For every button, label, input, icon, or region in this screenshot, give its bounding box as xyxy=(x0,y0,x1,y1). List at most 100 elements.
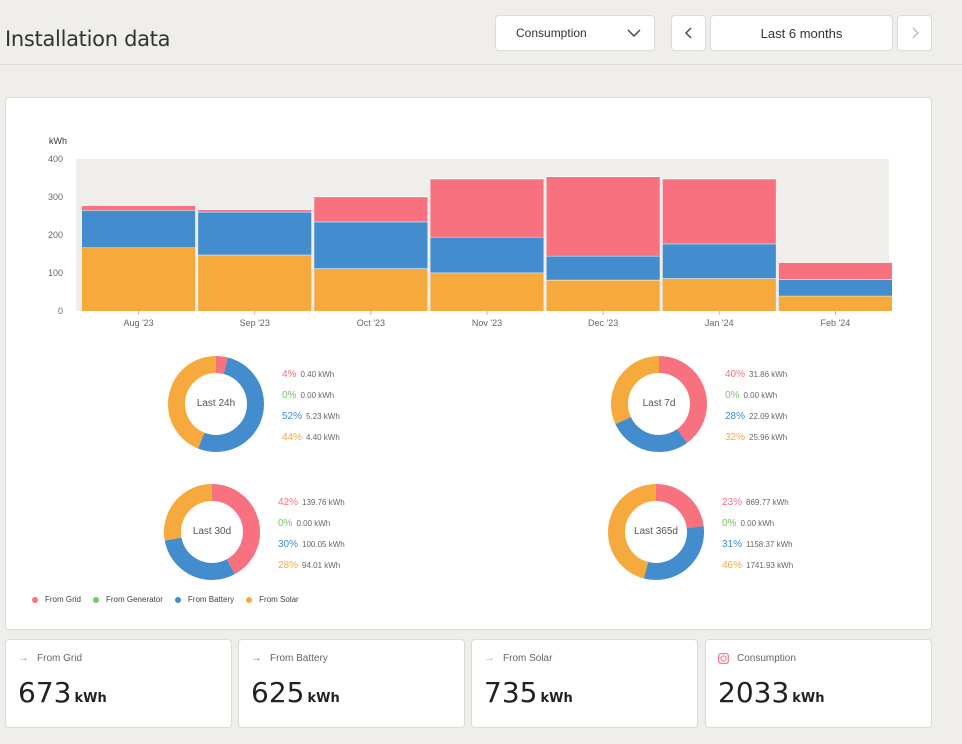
breakdown-row: 28% 22.09 kWh xyxy=(725,406,787,427)
bar-group[interactable] xyxy=(430,178,544,311)
stat-value: 2033 kWh xyxy=(718,676,825,709)
arrow-right-icon: → xyxy=(484,652,495,664)
bar-segment-from-solar xyxy=(662,278,776,311)
breakdown-percent: 52% xyxy=(282,411,303,422)
donut-center-label: Last 7d xyxy=(642,398,676,409)
breakdown-kwh: 5.23 kWh xyxy=(306,412,340,421)
bar-group[interactable] xyxy=(662,178,776,311)
bar-segment-from-battery xyxy=(82,210,196,248)
legend-item[interactable]: From Battery xyxy=(174,595,235,604)
donut-slice[interactable] xyxy=(168,356,264,452)
donut-center-label: Last 365d xyxy=(634,526,678,537)
breakdown-kwh: 0.00 kWh xyxy=(296,519,331,528)
breakdown-percent: 0% xyxy=(722,518,737,529)
breakdown-row: 0% 0.00 kWh xyxy=(278,513,345,534)
bar-segment-from-grid xyxy=(546,176,660,256)
breakdown-kwh: 869.77 kWh xyxy=(746,498,789,507)
legend-item[interactable]: From Grid xyxy=(32,595,81,604)
consumption-bar-chart: kWh 400 300 200 100 0 Aug '23 Sep '23 Oct '23 No… xyxy=(48,136,892,328)
breakdown-row: 4% 0.40 kWh xyxy=(282,364,340,385)
bar-segment-from-battery xyxy=(778,279,892,296)
breakdown-row: 28% 94.01 kWh xyxy=(278,555,345,576)
bar-segment-from-solar xyxy=(198,254,312,311)
breakdown-percent: 0% xyxy=(725,390,740,401)
breakdown-kwh: 0.00 kWh xyxy=(743,391,778,400)
legend-dot-icon xyxy=(32,596,38,603)
x-tick-label: Aug '23 xyxy=(123,318,153,328)
previous-period-button[interactable] xyxy=(671,15,706,51)
donut-chart xyxy=(168,356,264,452)
y-tick-label: 300 xyxy=(48,192,63,202)
bar-group[interactable] xyxy=(82,204,196,311)
y-axis-label: kWh xyxy=(49,136,67,146)
mode-select-value: Consumption xyxy=(516,26,587,40)
legend-item[interactable]: From Generator xyxy=(93,595,163,604)
bar-segment-from-grid xyxy=(430,178,544,237)
bar-segment-from-grid xyxy=(198,209,312,212)
donut-slice[interactable] xyxy=(608,484,704,580)
stat-label: Consumption xyxy=(737,653,796,664)
date-range-display[interactable]: Last 6 months xyxy=(710,15,893,51)
chevron-left-icon xyxy=(684,27,691,39)
breakdown-percent: 42% xyxy=(278,497,299,508)
bar-group[interactable] xyxy=(778,261,892,311)
breakdown-row: 46% 1741.93 kWh xyxy=(722,555,793,576)
donut-center-label: Last 30d xyxy=(192,526,232,537)
breakdown-kwh: 0.40 kWh xyxy=(300,370,335,379)
stat-label: From Grid xyxy=(37,653,82,664)
donut-chart xyxy=(164,484,260,580)
breakdown-row: 0% 0.00 kWh xyxy=(725,385,787,406)
breakdown-kwh: 25.96 kWh xyxy=(749,433,788,442)
donut-breakdown: 40% 31.86 kWh 0% 0.00 kWh 28% 22.09 kWh 32% 25.… xyxy=(725,364,787,448)
x-tick-label: Jan '24 xyxy=(705,318,734,328)
breakdown-row: 31% 1158.37 kWh xyxy=(722,534,793,555)
bar-segment-from-solar xyxy=(430,272,544,311)
donut-last-24h: Last 24h 4% 0.40 kWh 0% 0.00 kWh 52% 5.23 kWh 4… xyxy=(166,354,396,454)
breakdown-percent: 32% xyxy=(725,432,746,443)
bar-group[interactable] xyxy=(198,209,312,311)
chevron-down-icon xyxy=(627,29,641,37)
donut-breakdown: 23% 869.77 kWh 0% 0.00 kWh 31% 1158.37 kWh 46%… xyxy=(722,492,793,576)
donut-last-7d: Last 7d 40% 31.86 kWh 0% 0.00 kWh 28% 22.09 kW… xyxy=(609,354,839,454)
breakdown-kwh: 0.00 kWh xyxy=(740,519,775,528)
bar-segment-from-solar xyxy=(314,268,428,311)
donut-slice[interactable] xyxy=(164,484,260,580)
bar-segment-from-grid xyxy=(314,196,428,222)
x-tick-label: Feb '24 xyxy=(821,318,851,328)
stat-value: 673 kWh xyxy=(18,676,107,709)
bar-segment-from-battery xyxy=(314,221,428,269)
breakdown-row: 44% 4.40 kWh xyxy=(282,427,340,448)
donut-slice[interactable] xyxy=(611,356,707,452)
donut-chart xyxy=(608,484,704,580)
donut-slice[interactable] xyxy=(611,356,707,452)
breakdown-row: 40% 31.86 kWh xyxy=(725,364,787,385)
breakdown-kwh: 139.76 kWh xyxy=(302,498,345,507)
breakdown-kwh: 100.05 kWh xyxy=(302,540,345,549)
bar-segment-from-battery xyxy=(430,236,544,273)
breakdown-row: 0% 0.00 kWh xyxy=(282,385,340,406)
breakdown-percent: 0% xyxy=(282,390,297,401)
stat-value: 625 kWh xyxy=(251,676,340,709)
donut-slice[interactable] xyxy=(164,484,260,580)
stat-label: From Solar xyxy=(503,653,553,664)
bar-segment-from-battery xyxy=(198,211,312,255)
stat-consumption: Consumption 2033 kWh xyxy=(705,639,932,728)
bar-segment-from-battery xyxy=(546,255,660,280)
breakdown-percent: 40% xyxy=(725,369,746,380)
bar-group[interactable] xyxy=(314,196,428,311)
stat-from-battery: → From Battery 625 kWh xyxy=(238,639,465,728)
donut-slice[interactable] xyxy=(608,484,704,580)
legend-item[interactable]: From Solar xyxy=(246,595,299,604)
breakdown-kwh: 31.86 kWh xyxy=(749,370,788,379)
donut-chart xyxy=(611,356,707,452)
bar-segment-from-solar xyxy=(778,295,892,311)
next-period-button[interactable] xyxy=(897,15,932,51)
mode-select[interactable]: Consumption xyxy=(495,15,655,51)
donut-last-365d: Last 365d 23% 869.77 kWh 0% 0.00 kWh 31% 1158.… xyxy=(606,482,836,582)
bar-group[interactable] xyxy=(546,175,660,311)
legend-label: From Battery xyxy=(187,595,235,604)
x-tick-label: Sep '23 xyxy=(240,318,270,328)
breakdown-percent: 44% xyxy=(282,432,303,443)
breakdown-row: 32% 25.96 kWh xyxy=(725,427,787,448)
donut-slice[interactable] xyxy=(168,356,264,452)
